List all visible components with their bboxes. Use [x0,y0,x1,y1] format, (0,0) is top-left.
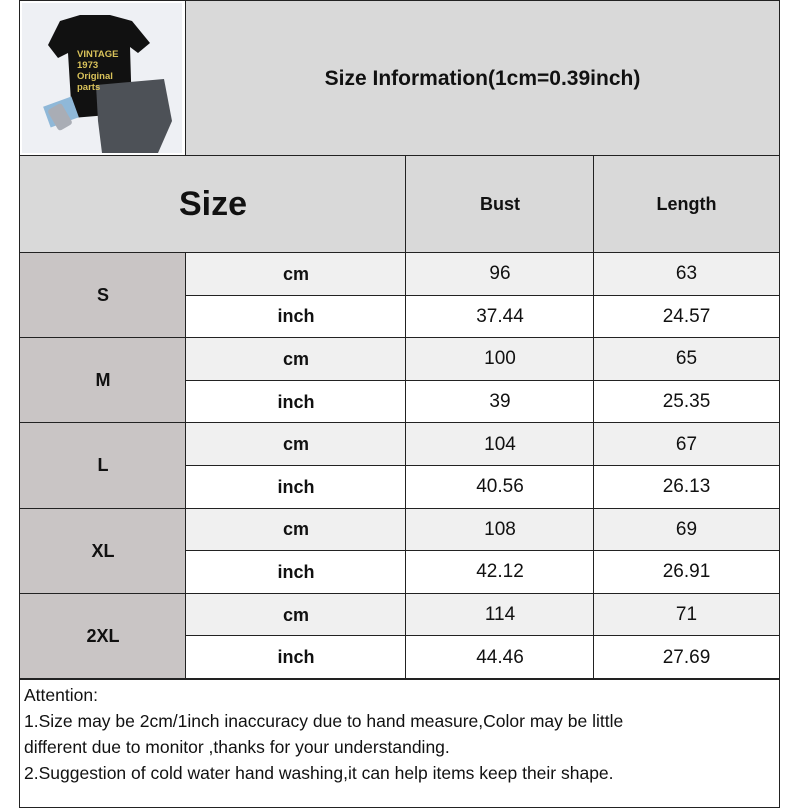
unit-label: inch [185,550,407,595]
length-value: 69 [593,507,780,553]
size-label: XL [19,507,187,595]
length-value: 24.57 [593,294,780,340]
column-header-bust: Bust [405,155,595,254]
size-label: S [19,252,187,340]
unit-label: inch [185,635,407,680]
length-value: 71 [593,592,780,638]
unit-label: inch [185,465,407,510]
length-value: 67 [593,422,780,467]
attention-notes: Attention: 1.Size may be 2cm/1inch inacc… [19,678,780,808]
unit-label: cm [185,252,407,297]
column-header-length: Length [593,155,780,254]
unit-label: cm [185,337,407,382]
notes-heading: Attention: [24,685,98,705]
product-photo: VINTAGE 1973 Original parts [22,3,182,153]
bust-value: 40.56 [405,465,595,510]
column-header-size: Size [19,155,407,254]
unit-label: inch [185,379,407,425]
bust-value: 114 [405,592,595,638]
note-line: 1.Size may be 2cm/1inch inaccuracy due t… [24,711,624,731]
bust-value: 100 [405,337,595,382]
shirt-print-text: VINTAGE 1973 Original parts [77,49,119,93]
bust-value: 44.46 [405,635,595,680]
bust-value: 42.12 [405,550,595,595]
size-label: 2XL [19,592,187,680]
note-line: 2.Suggestion of cold water hand washing,… [24,763,614,783]
unit-label: inch [185,294,407,340]
bust-value: 39 [405,379,595,425]
tshirt-photo-icon [43,15,172,153]
note-line: different due to monitor ,thanks for you… [24,737,450,757]
unit-label: cm [185,592,407,638]
chart-title: Size Information(1cm=0.39inch) [185,0,780,157]
bust-value: 108 [405,507,595,553]
bust-value: 104 [405,422,595,467]
length-value: 63 [593,252,780,297]
length-value: 26.91 [593,550,780,595]
length-value: 26.13 [593,465,780,510]
unit-label: cm [185,422,407,467]
size-label: M [19,337,187,425]
size-label: L [19,422,187,510]
length-value: 65 [593,337,780,382]
bust-value: 37.44 [405,294,595,340]
length-value: 27.69 [593,635,780,680]
length-value: 25.35 [593,379,780,425]
bust-value: 96 [405,252,595,297]
unit-label: cm [185,507,407,553]
